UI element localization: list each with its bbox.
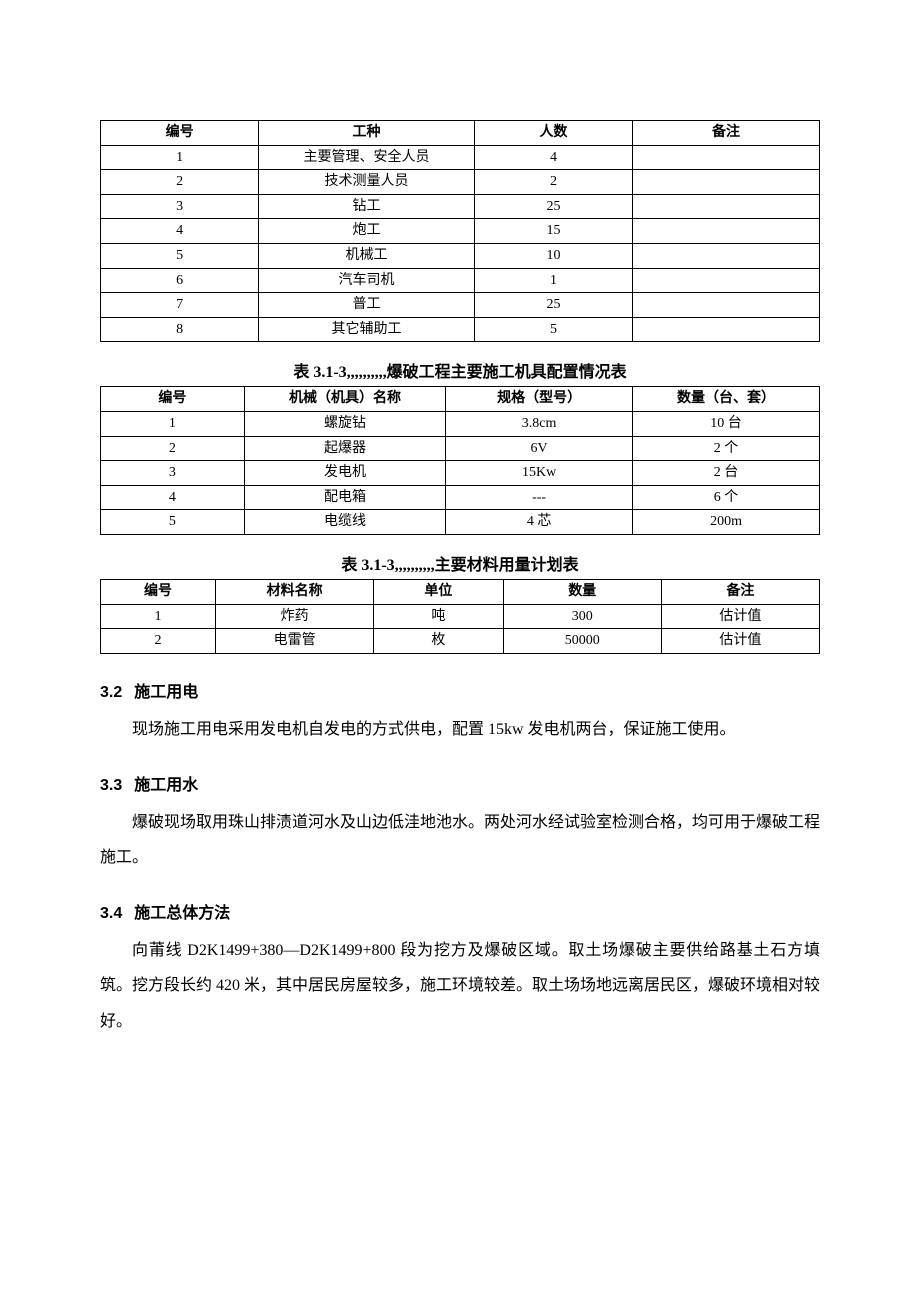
- section-title: 施工用水: [134, 777, 198, 794]
- col-id: 编号: [101, 579, 216, 604]
- col-count: 人数: [474, 121, 632, 146]
- col-note: 备注: [661, 579, 819, 604]
- table-row: 1主要管理、安全人员4: [101, 145, 820, 170]
- table-row: 1炸药吨300估计值: [101, 604, 820, 629]
- equipment-table: 编号 机械（机具）名称 规格（型号） 数量（台、套） 1螺旋钻3.8cm10 台…: [100, 386, 820, 535]
- section-3-4-heading: 3.4 施工总体方法: [100, 899, 820, 923]
- section-number: 3.3: [100, 777, 122, 794]
- section-number: 3.4: [100, 905, 122, 922]
- table-header-row: 编号 工种 人数 备注: [101, 121, 820, 146]
- table-row: 8其它辅助工5: [101, 317, 820, 342]
- col-note: 备注: [633, 121, 820, 146]
- col-qty: 数量（台、套）: [633, 387, 820, 412]
- section-3-2-body: 现场施工用电采用发电机自发电的方式供电，配置 15kw 发电机两台，保证施工使用…: [100, 712, 820, 747]
- table-row: 2技术测量人员2: [101, 170, 820, 195]
- materials-table-caption: 表 3.1-3,,,,,,,,,,主要材料用量计划表: [100, 551, 820, 575]
- col-id: 编号: [101, 121, 259, 146]
- equipment-table-caption: 表 3.1-3,,,,,,,,,,爆破工程主要施工机具配置情况表: [100, 358, 820, 382]
- table-row: 4炮工15: [101, 219, 820, 244]
- section-3-3-body: 爆破现场取用珠山排渍道河水及山边低洼地池水。两处河水经试验室检测合格，均可用于爆…: [100, 805, 820, 875]
- col-unit: 单位: [374, 579, 503, 604]
- table-row: 5电缆线4 芯200m: [101, 510, 820, 535]
- table-header-row: 编号 机械（机具）名称 规格（型号） 数量（台、套）: [101, 387, 820, 412]
- section-3-2-heading: 3.2 施工用电: [100, 678, 820, 702]
- table-row: 5机械工10: [101, 243, 820, 268]
- col-qty: 数量: [503, 579, 661, 604]
- table-row: 3发电机15Kw2 台: [101, 461, 820, 486]
- section-title: 施工用电: [134, 684, 198, 701]
- col-id: 编号: [101, 387, 245, 412]
- table-row: 4配电箱---6 个: [101, 485, 820, 510]
- col-spec: 规格（型号）: [446, 387, 633, 412]
- table-row: 6汽车司机1: [101, 268, 820, 293]
- table-row: 3钻工25: [101, 194, 820, 219]
- table-row: 1螺旋钻3.8cm10 台: [101, 411, 820, 436]
- col-name: 机械（机具）名称: [244, 387, 445, 412]
- table-header-row: 编号 材料名称 单位 数量 备注: [101, 579, 820, 604]
- section-title: 施工总体方法: [134, 905, 230, 922]
- table-row: 2起爆器6V2 个: [101, 436, 820, 461]
- personnel-table: 编号 工种 人数 备注 1主要管理、安全人员4 2技术测量人员2 3钻工25 4…: [100, 120, 820, 342]
- col-role: 工种: [259, 121, 475, 146]
- section-number: 3.2: [100, 684, 122, 701]
- materials-table: 编号 材料名称 单位 数量 备注 1炸药吨300估计值 2电雷管枚50000估计…: [100, 579, 820, 654]
- table-row: 7普工25: [101, 293, 820, 318]
- section-3-4-body: 向莆线 D2K1499+380—D2K1499+800 段为挖方及爆破区域。取土…: [100, 933, 820, 1039]
- col-material: 材料名称: [216, 579, 374, 604]
- section-3-3-heading: 3.3 施工用水: [100, 771, 820, 795]
- table-row: 2电雷管枚50000估计值: [101, 629, 820, 654]
